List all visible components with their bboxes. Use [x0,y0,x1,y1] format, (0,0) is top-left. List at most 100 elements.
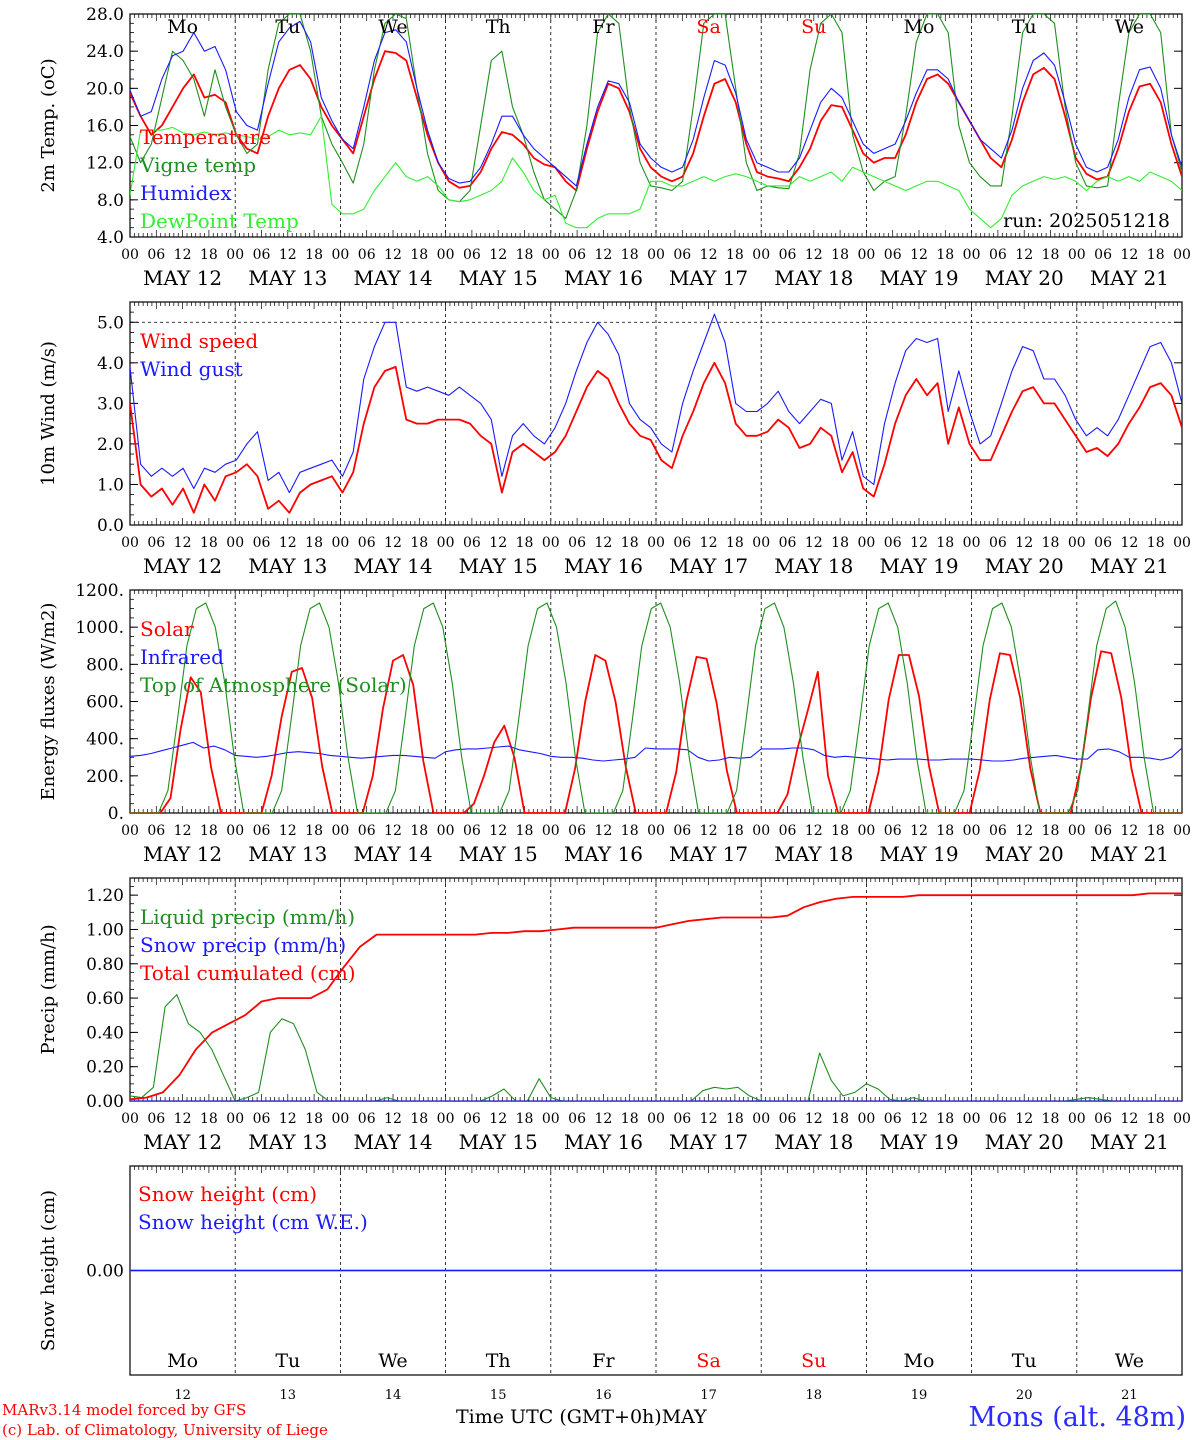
hour-tick-label: 18 [200,1111,218,1127]
date-label: MAY 17 [669,842,748,866]
hour-tick-label: 12 [1015,535,1033,551]
date-label: MAY 14 [353,554,432,578]
y-tick-label: 3.0 [97,394,124,414]
hour-tick-label: 18 [621,823,639,839]
legend-entry: Top of Atmosphere (Solar) [140,673,407,697]
y-tick-label: 800. [86,655,124,675]
hour-tick-label: 00 [542,823,560,839]
hour-tick-label: 00 [752,247,770,263]
hour-tick-label: 00 [752,1111,770,1127]
hour-tick-label: 00 [963,823,981,839]
series-line [130,361,1182,514]
hour-tick-label: 18 [516,535,534,551]
date-label: MAY 20 [985,1130,1064,1154]
hour-tick-label: 00 [1173,823,1191,839]
hour-tick-label: 12 [174,1111,192,1127]
hour-tick-label: 12 [910,823,928,839]
date-label: MAY 19 [879,266,958,290]
day-number-label: 12 [174,1388,191,1403]
y-tick-label: 0.0 [97,516,124,536]
hour-tick-label: 06 [253,535,271,551]
hour-tick-label: 12 [1120,1111,1138,1127]
hour-tick-label: 12 [279,1111,297,1127]
weekday-label: Su [801,16,826,38]
legend-entry: Humidex [140,181,232,205]
hour-tick-label: 00 [963,535,981,551]
day-number-label: 21 [1121,1388,1138,1403]
hour-tick-label: 06 [147,1111,165,1127]
hour-tick-label: 18 [726,535,744,551]
hour-tick-label: 18 [726,1111,744,1127]
date-label: MAY 13 [248,1130,327,1154]
legend-entry: Snow precip (mm/h) [140,933,346,957]
hour-tick-label: 18 [1042,823,1060,839]
date-label: MAY 20 [985,266,1064,290]
y-axis-label: 2m Temp. (oC) [38,58,59,192]
weekday-label: Tu [275,16,300,38]
y-tick-label: 4.0 [97,354,124,374]
hour-tick-label: 00 [1068,823,1086,839]
hour-tick-label: 12 [700,535,718,551]
date-label: MAY 16 [564,554,643,578]
date-label: MAY 21 [1090,266,1169,290]
hour-tick-label: 00 [331,1111,349,1127]
y-tick-label: 4.0 [97,228,124,248]
date-label: MAY 12 [143,554,222,578]
y-tick-label: 12.0 [86,154,124,174]
series-line [130,741,1182,762]
day-number-label: 15 [490,1388,507,1403]
y-axis-label: Precip (mm/h) [38,924,59,1054]
y-tick-label: 1000. [75,618,124,638]
day-number-label: 18 [806,1388,823,1403]
weekday-label-bottom: Sa [696,1350,720,1372]
lab-credit: (c) Lab. of Climatology, University of L… [2,1421,328,1439]
hour-tick-label: 18 [410,535,428,551]
y-axis-label: Energy fluxes (W/m2) [38,603,59,801]
time-axis-label: Time UTC (GMT+0h)MAY [456,1406,707,1428]
series-line [130,115,1182,229]
hour-tick-label: 12 [1120,247,1138,263]
weekday-label-bottom: We [1115,1350,1144,1372]
date-label: MAY 12 [143,842,222,866]
hour-tick-label: 06 [884,247,902,263]
hour-tick-label: 12 [279,247,297,263]
hour-tick-label: 06 [568,823,586,839]
hour-tick-label: 00 [121,823,139,839]
hour-tick-label: 00 [331,823,349,839]
weekday-label-bottom: Th [486,1350,511,1372]
day-number-label: 17 [700,1388,717,1403]
hour-tick-label: 12 [805,1111,823,1127]
hour-tick-label: 06 [358,247,376,263]
y-tick-label: 0.00 [86,1092,124,1112]
legend-entry: Temperature [140,125,271,149]
hour-tick-label: 00 [542,247,560,263]
hour-tick-label: 12 [1015,1111,1033,1127]
y-tick-label: 24.0 [86,42,124,62]
series-line [130,650,1182,813]
date-label: MAY 19 [879,842,958,866]
hour-tick-label: 00 [857,535,875,551]
hour-tick-label: 06 [568,1111,586,1127]
hour-tick-label: 18 [200,535,218,551]
hour-tick-label: 00 [647,1111,665,1127]
weekday-label: Tu [1012,16,1037,38]
hour-tick-label: 18 [1147,247,1165,263]
time-axis-label-text: Time UTC (GMT+0h) [456,1406,662,1428]
hour-tick-label: 06 [463,1111,481,1127]
date-label: MAY 15 [459,1130,538,1154]
hour-tick-label: 12 [279,823,297,839]
date-label: MAY 18 [774,1130,853,1154]
hour-tick-label: 00 [1173,535,1191,551]
hour-tick-label: 06 [779,247,797,263]
date-label: MAY 16 [564,1130,643,1154]
date-label: MAY 12 [143,266,222,290]
y-tick-label: 0.00 [86,1262,124,1282]
series-line [130,994,1182,1101]
hour-tick-label: 06 [989,823,1007,839]
hour-tick-label: 06 [147,247,165,263]
hour-tick-label: 12 [489,247,507,263]
date-label: MAY 15 [459,842,538,866]
weekday-label: Mo [167,16,198,38]
hour-tick-label: 06 [989,247,1007,263]
hour-tick-label: 18 [726,823,744,839]
